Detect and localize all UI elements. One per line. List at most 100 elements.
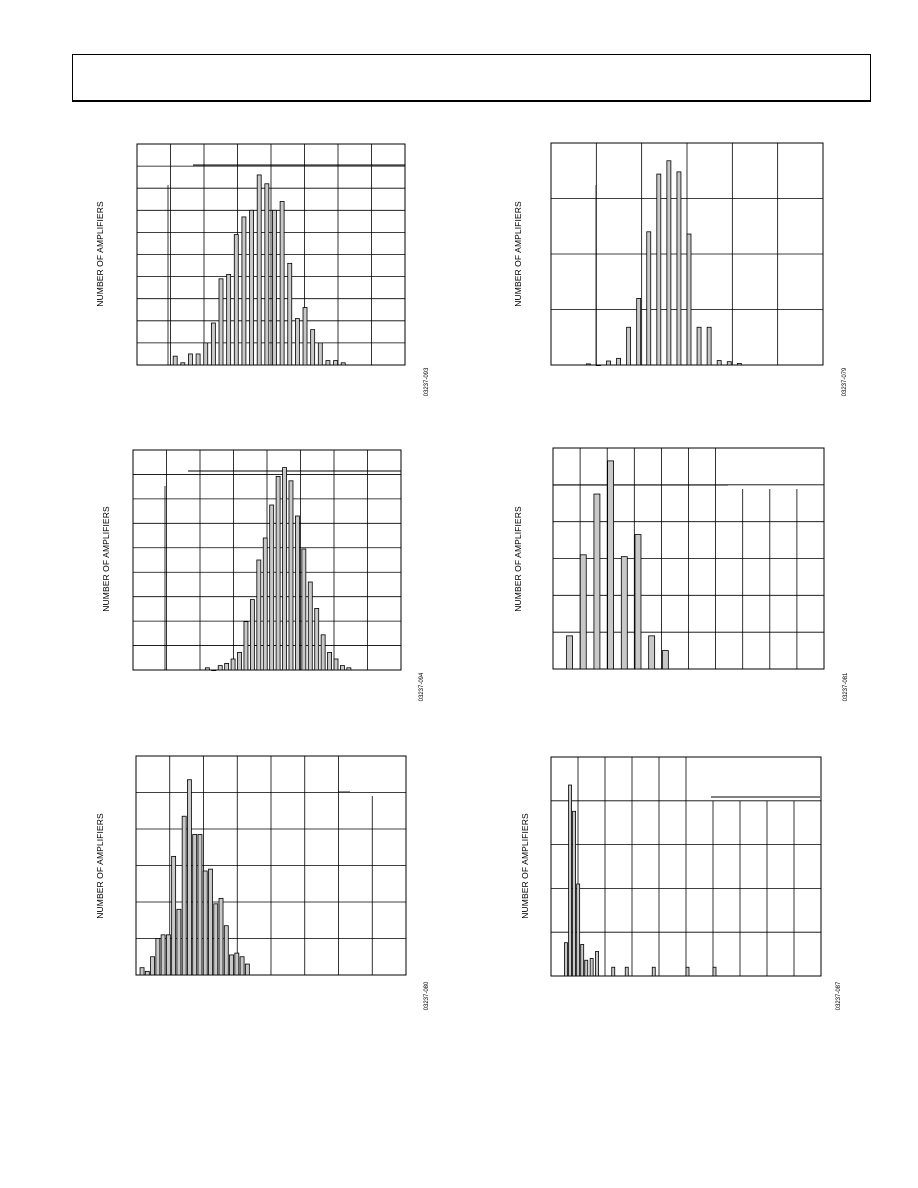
chart-2-bar-5 xyxy=(636,297,642,366)
chart-4-bar-3 xyxy=(607,460,615,670)
chart-3-bar-14 xyxy=(295,515,300,671)
chart-5-bar-0 xyxy=(139,967,145,976)
chart-3-bar-2 xyxy=(217,665,223,671)
chart-1-bar-6 xyxy=(218,278,224,366)
chart-6-bar-11 xyxy=(685,966,690,977)
chart-5-bar-15 xyxy=(218,897,224,976)
chart-2-bar-13 xyxy=(716,360,722,366)
chart-3-bar-11 xyxy=(275,475,281,671)
chart-5-legend-area xyxy=(339,757,405,791)
chart-3-bar-22 xyxy=(346,667,352,671)
chart-1-bar-13 xyxy=(272,209,277,366)
chart-5-bar-6 xyxy=(171,855,177,976)
chart-5-bar-16 xyxy=(223,925,229,976)
chart-1-bar-19 xyxy=(317,342,323,366)
chart-1-bar-18 xyxy=(310,329,316,366)
chart-3-bar-18 xyxy=(320,634,326,671)
chart-3: NUMBER OF AMPLIFIERS 03237-094 xyxy=(101,449,425,701)
chart-4-legend-area xyxy=(717,449,823,484)
chart-3-bar-19 xyxy=(327,652,332,671)
chart-4-bar-1 xyxy=(579,554,587,670)
chart-6-bar-3 xyxy=(576,883,581,977)
chart-5-bar-18 xyxy=(234,952,240,976)
chart-2-bar-8 xyxy=(666,160,672,366)
chart-1-bar-14 xyxy=(279,201,285,366)
chart-4-bar-0 xyxy=(566,635,573,670)
chart-5: NUMBER OF AMPLIFIERS 03237-080 xyxy=(95,755,430,1010)
chart-6: NUMBER OF AMPLIFIERS 03237-087 xyxy=(520,756,842,1010)
chart-2: NUMBER OF AMPLIFIERS 03237-079 xyxy=(513,142,848,396)
chart-2-bar-0 xyxy=(585,363,591,366)
chart-2-bar-11 xyxy=(696,326,702,366)
chart-5-bar-19 xyxy=(239,956,245,976)
page-header xyxy=(72,54,871,102)
chart-3-bar-1 xyxy=(211,669,217,672)
chart-5-bar-14 xyxy=(213,903,219,976)
chart-1-bar-22 xyxy=(340,362,346,366)
chart-1-bar-1 xyxy=(180,362,186,366)
chart-6-bar-10 xyxy=(651,966,656,977)
chart-1-bar-5 xyxy=(210,322,216,366)
chart-4-bar-5 xyxy=(634,534,642,670)
chart-2-bar-9 xyxy=(676,171,682,366)
chart-2-bar-12 xyxy=(706,326,712,366)
chart-5-bar-2 xyxy=(150,956,155,976)
chart-2-bar-7 xyxy=(656,173,662,366)
chart-3-bar-9 xyxy=(262,537,268,671)
chart-4-bar-7 xyxy=(661,650,669,670)
chart-2-bar-15 xyxy=(736,363,742,366)
chart-6-bar-12 xyxy=(712,966,717,977)
chart-5-bar-1 xyxy=(144,970,150,976)
chart-4-bar-6 xyxy=(648,635,656,670)
chart-6-figure-id: 03237-087 xyxy=(836,981,842,1010)
chart-5-bar-13 xyxy=(208,868,213,976)
chart-5-bar-8 xyxy=(181,815,187,976)
chart-1-bar-15 xyxy=(287,262,293,366)
chart-3-bar-20 xyxy=(333,658,339,671)
chart-1-bar-17 xyxy=(302,307,308,366)
chart-5-ylabel: NUMBER OF AMPLIFIERS xyxy=(95,813,105,919)
chart-6-bar-4 xyxy=(580,944,585,977)
chart-1-bar-10 xyxy=(249,209,254,366)
chart-6-bar-7 xyxy=(595,951,599,977)
chart-3-bar-17 xyxy=(314,608,320,671)
chart-3-bar-0 xyxy=(204,667,210,671)
chart-5-bar-7 xyxy=(176,908,182,976)
chart-1-bar-12 xyxy=(264,183,270,366)
chart-1-bar-8 xyxy=(233,234,239,366)
chart-4-bar-4 xyxy=(620,556,628,670)
chart-6-bar-1 xyxy=(568,784,572,977)
chart-5-bar-17 xyxy=(229,954,234,976)
chart-6-bar-0 xyxy=(564,942,568,977)
chart-1-bar-2 xyxy=(188,353,193,366)
chart-6-bar-5 xyxy=(584,959,589,977)
chart-2-bar-14 xyxy=(726,361,732,366)
chart-1-figure-id: 03237-093 xyxy=(424,367,430,396)
chart-3-ylabel: NUMBER OF AMPLIFIERS xyxy=(101,506,111,612)
chart-3-bar-10 xyxy=(269,504,275,671)
chart-1-bar-9 xyxy=(241,216,247,366)
chart-5-bar-3 xyxy=(155,938,161,976)
chart-1-bar-4 xyxy=(203,342,209,366)
chart-1-bar-16 xyxy=(294,318,300,366)
chart-3-figure-id: 03237-094 xyxy=(419,672,425,701)
chart-3-bar-3 xyxy=(224,663,230,671)
chart-5-bar-5 xyxy=(165,934,171,976)
chart-2-bar-2 xyxy=(606,360,611,366)
chart-5-bar-12 xyxy=(202,870,208,976)
chart-6-legend-area xyxy=(712,758,820,796)
chart-1-bar-20 xyxy=(325,360,331,366)
chart-4-bar-2 xyxy=(593,493,601,670)
chart-3-bar-12 xyxy=(282,467,287,671)
chart-1: NUMBER OF AMPLIFIERS 03237-093 xyxy=(95,143,430,396)
chart-2-ylabel: NUMBER OF AMPLIFIERS xyxy=(513,201,523,307)
chart-1-bar-0 xyxy=(172,355,178,366)
chart-5-figure-id: 03237-080 xyxy=(424,981,430,1010)
chart-6-bar-2 xyxy=(572,810,576,977)
chart-5-bar-20 xyxy=(244,963,250,976)
chart-5-bar-4 xyxy=(160,934,166,976)
chart-1-bar-11 xyxy=(256,174,262,366)
chart-4: NUMBER OF AMPLIFIERS 03237-081 xyxy=(513,447,849,701)
chart-2-bar-4 xyxy=(626,326,632,366)
chart-3-bar-13 xyxy=(288,480,294,671)
